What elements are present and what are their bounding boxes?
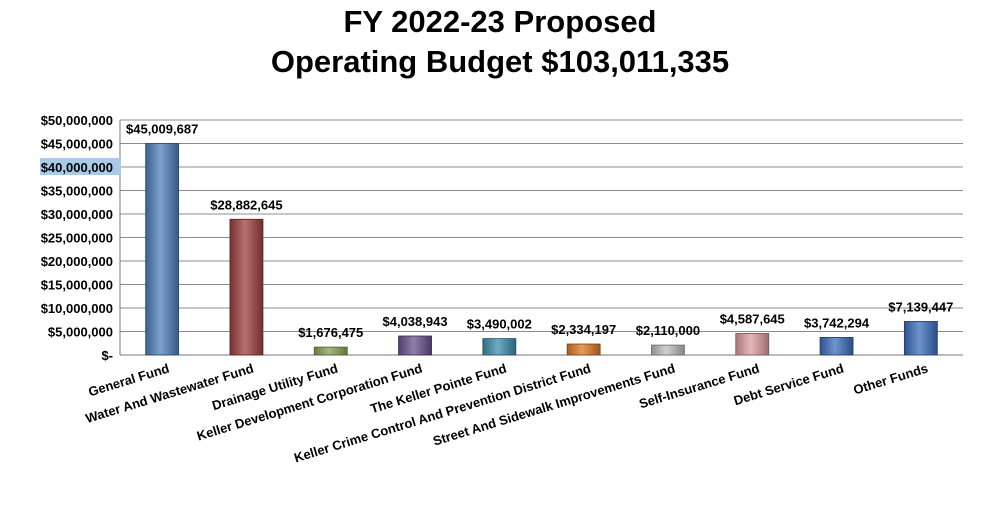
- bar: [651, 344, 685, 356]
- y-tick-label: $45,000,000: [41, 137, 113, 152]
- tick-highlight: [40, 158, 121, 175]
- data-label: $7,139,447: [888, 299, 953, 314]
- y-tick-label: $10,000,000: [41, 301, 113, 316]
- y-tick-label: $15,000,000: [41, 278, 113, 293]
- y-tick-label: $35,000,000: [41, 184, 113, 199]
- y-tick-label: $40,000,000: [41, 160, 113, 175]
- data-label: $28,882,645: [210, 197, 282, 212]
- data-label: $4,587,645: [720, 311, 785, 326]
- bar: [398, 335, 432, 356]
- y-tick-label: $30,000,000: [41, 207, 113, 222]
- data-label: $1,676,475: [298, 325, 363, 340]
- chart-title: FY 2022-23 Proposed: [343, 4, 657, 39]
- bar: [145, 143, 180, 356]
- bar: [313, 346, 348, 356]
- bars: [145, 143, 938, 356]
- data-labels: $45,009,687 $28,882,645 $1,676,475 $4,038,9…: [126, 121, 953, 340]
- y-tick-label: $-: [101, 348, 113, 363]
- chart-subtitle: Operating Budget $103,011,335: [270, 44, 730, 79]
- bar: [566, 343, 601, 356]
- data-label: $2,334,197: [551, 322, 616, 337]
- data-label: $2,110,000: [636, 323, 700, 338]
- y-tick-label: $20,000,000: [41, 254, 113, 269]
- data-label: $45,009,687: [126, 121, 198, 136]
- bar: [903, 321, 938, 356]
- y-axis-tick-labels: $- $5,000,000 $10,000,000 $15,000,000 $20,00…: [40, 113, 121, 363]
- y-tick-label: $5,000,000: [48, 325, 113, 340]
- bar: [482, 338, 517, 356]
- y-tick-label: $25,000,000: [41, 231, 113, 246]
- y-tick-label: $50,000,000: [41, 113, 113, 128]
- bar: [229, 218, 264, 356]
- data-label: $3,490,002: [467, 317, 532, 332]
- category-label: Other Funds: [851, 361, 929, 398]
- bar: [735, 333, 770, 356]
- data-label: $3,742,294: [804, 315, 870, 330]
- data-label: $4,038,943: [383, 314, 448, 329]
- bar: [819, 337, 854, 356]
